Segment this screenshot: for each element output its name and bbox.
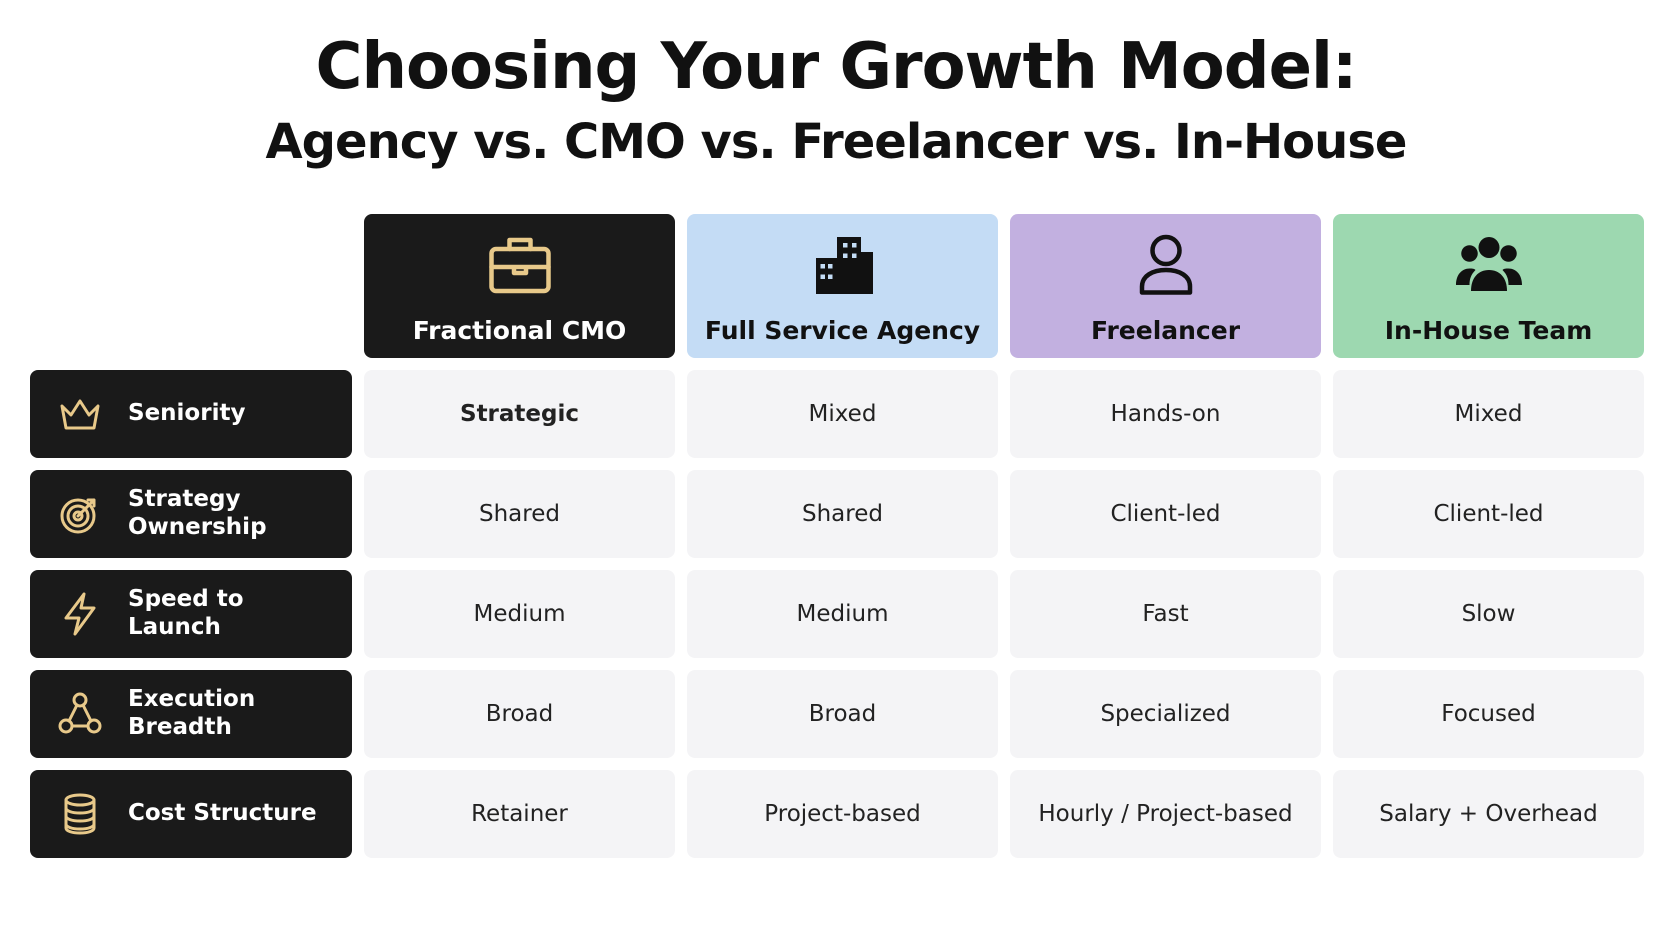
table-cell: Mixed <box>1333 370 1644 458</box>
table-cell: Shared <box>364 470 675 558</box>
column-title: Freelancer <box>1090 315 1241 345</box>
row-label: Strategy Ownership <box>30 470 352 558</box>
cell-text: Specialized <box>1100 701 1231 727</box>
cell-text: Mixed <box>1454 401 1523 427</box>
cell-text: Salary + Overhead <box>1379 801 1598 827</box>
cell-text: Focused <box>1441 701 1536 727</box>
icon <box>64 793 96 835</box>
column-header: Full Service Agency <box>687 214 998 358</box>
cell-text: Broad <box>485 701 554 727</box>
row-label: Speed to Launch <box>30 570 352 658</box>
table-cell: Retainer <box>364 770 675 858</box>
column-header: Fractional CMO <box>364 214 675 358</box>
cell-text: Retainer <box>471 801 568 827</box>
column-header: Freelancer <box>1010 214 1321 358</box>
table-cell: Hourly / Project-based <box>1010 770 1321 858</box>
table-cell: Shared <box>687 470 998 558</box>
row-title: Seniority <box>128 400 246 427</box>
subtitle: Agency vs. CMO vs. Freelancer vs. In-Hou… <box>265 114 1408 170</box>
icon <box>58 692 102 734</box>
row-label: Seniority <box>30 370 352 458</box>
column-header: In-House Team <box>1333 214 1644 358</box>
table-cell: Strategic <box>364 370 675 458</box>
row-title: Strategy Ownership <box>128 486 267 540</box>
table-cell: Specialized <box>1010 670 1321 758</box>
comparison-table: Fractional CMO Full Service Agency Freelan… <box>30 214 1644 858</box>
row-label: Execution Breadth <box>30 670 352 758</box>
table-cell: Mixed <box>687 370 998 458</box>
row-title: Execution Breadth <box>128 686 256 740</box>
row-title: Cost Structure <box>128 800 317 827</box>
cell-text: Strategic <box>460 401 579 427</box>
cell-text: Shared <box>802 501 883 527</box>
row-label: Cost Structure <box>30 770 352 858</box>
table-cell: Focused <box>1333 670 1644 758</box>
table-cell: Fast <box>1010 570 1321 658</box>
table-cell: Project-based <box>687 770 998 858</box>
icon <box>60 498 96 534</box>
table-cell: Medium <box>687 570 998 658</box>
icon <box>60 399 100 430</box>
cell-text: Shared <box>479 501 560 527</box>
table-cell: Broad <box>687 670 998 758</box>
corner <box>30 214 352 358</box>
cell-text: Client-led <box>1110 501 1221 527</box>
cell-text: Client-led <box>1433 501 1544 527</box>
table-cell: Medium <box>364 570 675 658</box>
cell-text: Mixed <box>808 401 877 427</box>
column-title: Full Service Agency <box>704 315 981 345</box>
cell-text: Hourly / Project-based <box>1038 801 1293 827</box>
column-title: Fractional CMO <box>412 315 627 345</box>
cell-text: Medium <box>796 601 889 627</box>
icon <box>488 237 551 293</box>
table-cell: Client-led <box>1333 470 1644 558</box>
icon <box>815 236 873 294</box>
table-cell: Client-led <box>1010 470 1321 558</box>
icon <box>1455 236 1522 291</box>
cell-text: Fast <box>1142 601 1189 627</box>
table-cell: Broad <box>364 670 675 758</box>
table-cell: Salary + Overhead <box>1333 770 1644 858</box>
row-title: Speed to Launch <box>128 586 244 640</box>
table-cell: Slow <box>1333 570 1644 658</box>
icon <box>1139 234 1192 295</box>
column-title: In-House Team <box>1384 315 1593 345</box>
table-cell: Hands-on <box>1010 370 1321 458</box>
cell-text: Medium <box>473 601 566 627</box>
icon <box>64 592 96 636</box>
cell-text: Slow <box>1461 601 1516 627</box>
cell-text: Broad <box>808 701 877 727</box>
cell-text: Hands-on <box>1110 401 1221 427</box>
title: Choosing Your Growth Model: <box>315 30 1357 104</box>
cell-text: Project-based <box>764 801 921 827</box>
